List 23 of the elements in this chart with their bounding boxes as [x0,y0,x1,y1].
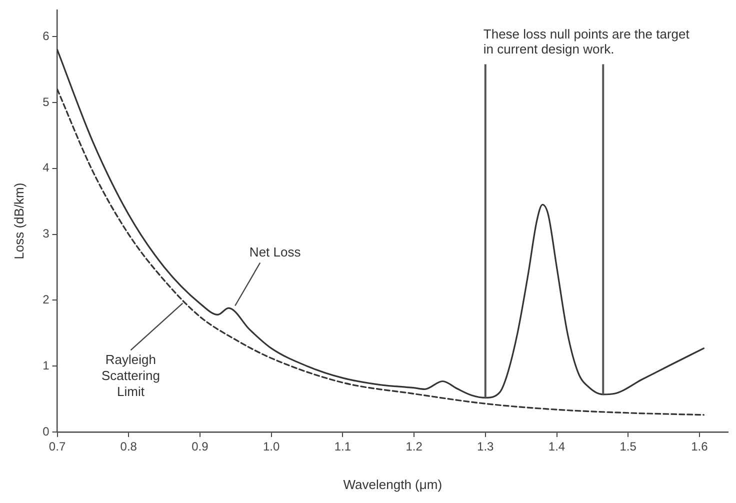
y-tick-label: 3 [42,226,50,241]
x-tick-label: 1.3 [477,440,494,454]
x-axis-title: Wavelength (μm) [343,476,442,492]
annotation: Rayleigh Scattering Limit [101,352,160,399]
y-tick-label: 5 [42,94,50,109]
y-tick-label: 6 [42,28,50,43]
y-axis-title: Loss (dB/km) [11,182,26,260]
y-tick-label: 4 [42,160,50,175]
annotation: These loss null points are the target in current design work. [483,26,690,56]
x-tick-label: 1.6 [691,440,708,454]
x-tick-label: 0.8 [120,440,138,454]
annotation: Net Loss [249,244,302,260]
y-tick-label: 1 [42,358,50,372]
y-tick-label: 0 [42,424,50,438]
x-tick-label: 0.9 [192,440,209,454]
line-series [57,88,705,416]
x-tick-label: 1.5 [620,440,637,454]
x-tick-label: 1.0 [262,440,280,454]
x-tick-label: 0.7 [48,440,66,454]
y-tick-label: 2 [42,292,50,306]
x-tick-label: 1.1 [334,440,352,454]
x-tick-label: 1.4 [548,440,566,454]
x-tick-label: 1.2 [406,440,423,454]
